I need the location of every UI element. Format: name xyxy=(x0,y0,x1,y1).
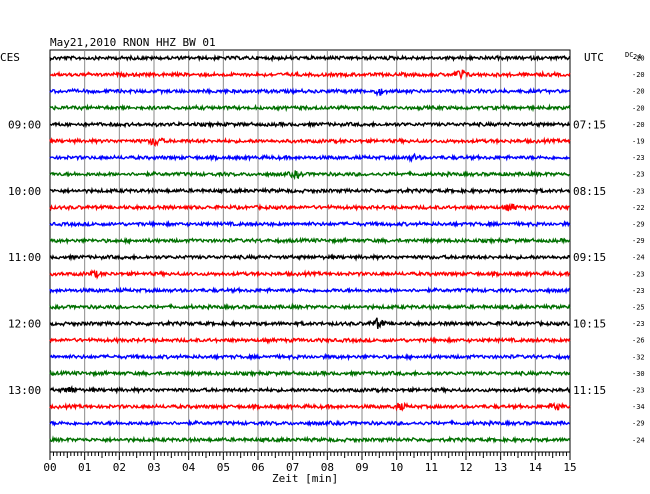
right-hour-label: 11:15 xyxy=(573,384,606,397)
trace-row xyxy=(49,418,571,428)
dc-offset-label: -20 xyxy=(632,55,645,63)
seismic-traces xyxy=(49,53,571,444)
left-timezone-label: CES xyxy=(0,51,20,64)
dc-offset-label: -23 xyxy=(632,287,645,295)
left-hour-label: 13:00 xyxy=(8,384,41,397)
x-tick-label: 08 xyxy=(321,461,334,474)
dc-offset-label: -23 xyxy=(632,171,645,179)
dc-offset-label: -30 xyxy=(632,370,645,378)
dc-offset-label: -24 xyxy=(632,436,645,444)
x-tick-label: 13 xyxy=(494,461,507,474)
dc-offset-label: -20 xyxy=(632,88,645,96)
trace-row xyxy=(49,336,571,345)
trace-row xyxy=(49,120,571,129)
x-axis: 00 01 02 03 04 05 06 07 08 09 10 11 12 13 14 15 xyxy=(43,452,577,474)
trace-row xyxy=(49,385,571,395)
right-hour-label: 09:15 xyxy=(573,251,606,264)
x-tick-label: 00 xyxy=(43,461,56,474)
trace-row xyxy=(49,202,571,212)
right-hour-label: 08:15 xyxy=(573,185,606,198)
dc-offset-label: -24 xyxy=(632,254,645,262)
trace-row xyxy=(49,269,571,280)
dc-offset-label: -19 xyxy=(632,138,645,146)
trace-row xyxy=(49,236,571,246)
trace-row xyxy=(49,352,571,362)
right-hour-labels: 07:15 08:15 09:15 10:15 11:15 xyxy=(573,118,606,397)
plot-border xyxy=(49,49,571,453)
dc-label: DC xyxy=(625,51,633,59)
plot-frame xyxy=(49,49,571,453)
dc-offset-label: -29 xyxy=(632,237,645,245)
x-axis-label: Zeit [min] xyxy=(272,472,338,485)
trace-row xyxy=(49,186,571,196)
trace-row xyxy=(49,401,571,412)
dc-offset-label: -20 xyxy=(632,121,645,129)
x-tick-label: 11 xyxy=(425,461,438,474)
trace-row xyxy=(49,103,571,113)
x-tick-label: 14 xyxy=(529,461,543,474)
x-tick-label: 05 xyxy=(217,461,230,474)
left-hour-label: 11:00 xyxy=(8,251,41,264)
dc-offset-label: -20 xyxy=(632,104,645,112)
trace-row xyxy=(49,317,571,329)
trace-row xyxy=(49,87,571,97)
dc-offset-label: -23 xyxy=(632,154,645,162)
dc-offset-label: -23 xyxy=(632,320,645,328)
trace-row xyxy=(49,136,571,148)
trace-row xyxy=(49,253,571,262)
trace-row xyxy=(49,169,570,181)
dc-offset-label: -29 xyxy=(632,221,645,229)
dc-top-value: 24 xyxy=(633,53,641,61)
x-tick-label: 12 xyxy=(459,461,472,474)
right-hour-label: 07:15 xyxy=(573,118,606,131)
dc-offset-label: -29 xyxy=(632,420,645,428)
x-tick-label: 04 xyxy=(182,461,196,474)
dc-offset-labels: -20 -20 -20 -20 -20 -19 -23 -23 -23 -22 -29 -29 -24 -… xyxy=(632,55,645,445)
trace-row xyxy=(49,302,571,311)
left-hour-label: 12:00 xyxy=(8,318,41,331)
dc-offset-label: -23 xyxy=(632,270,645,278)
x-tick-label: 06 xyxy=(251,461,264,474)
x-tick-label: 10 xyxy=(390,461,403,474)
trace-row xyxy=(49,53,571,63)
dc-offset-label: -26 xyxy=(632,337,645,345)
trace-row xyxy=(49,369,571,378)
dc-offset-label: -34 xyxy=(632,403,645,411)
x-tick-label: 02 xyxy=(113,461,126,474)
dc-offset-label: -32 xyxy=(632,353,645,361)
dc-offset-label: -23 xyxy=(632,187,645,195)
left-hour-label: 09:00 xyxy=(8,118,41,131)
x-tick-label: 09 xyxy=(355,461,368,474)
left-hour-labels: 09:00 10:00 11:00 12:00 13:00 xyxy=(8,118,41,397)
right-timezone-label: UTC xyxy=(584,51,604,64)
right-hour-label: 10:15 xyxy=(573,318,606,331)
dc-offset-label: -22 xyxy=(632,204,645,212)
x-tick-label: 03 xyxy=(147,461,160,474)
trace-row xyxy=(49,152,571,163)
trace-row xyxy=(49,435,571,444)
x-tick-label: 01 xyxy=(78,461,91,474)
chart-title: May21,2010 RNON HHZ BW 01 xyxy=(50,36,216,49)
dc-offset-label: -23 xyxy=(632,387,645,395)
dc-offset-label: -25 xyxy=(632,304,645,312)
trace-row xyxy=(49,69,571,81)
trace-row xyxy=(49,286,571,295)
left-hour-label: 10:00 xyxy=(8,185,41,198)
trace-row xyxy=(49,219,571,229)
dc-offset-label: -20 xyxy=(632,71,645,79)
x-tick-label: 07 xyxy=(286,461,299,474)
x-tick-label: 15 xyxy=(563,461,576,474)
